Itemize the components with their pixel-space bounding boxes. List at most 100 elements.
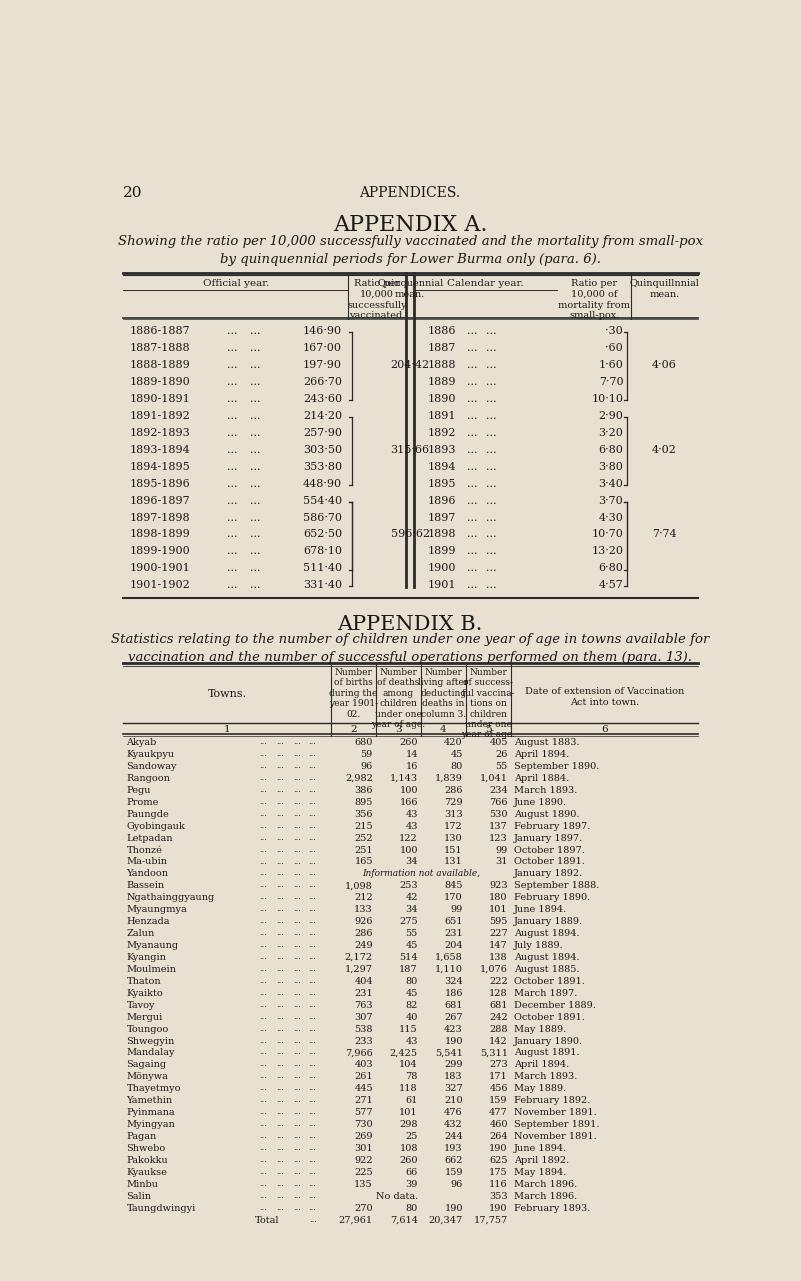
Text: ...: ...	[293, 762, 301, 770]
Text: 190: 190	[489, 1144, 508, 1153]
Text: 225: 225	[354, 1168, 373, 1177]
Text: 432: 432	[444, 1120, 463, 1129]
Text: ...: ...	[309, 1216, 317, 1223]
Text: ...: ...	[227, 343, 237, 354]
Text: 183: 183	[445, 1072, 463, 1081]
Text: 231: 231	[354, 989, 373, 998]
Text: 31: 31	[495, 857, 508, 866]
Text: ...: ...	[486, 512, 497, 523]
Text: ...: ...	[250, 564, 260, 574]
Text: 511·40: 511·40	[303, 564, 342, 574]
Text: 331·40: 331·40	[303, 580, 342, 591]
Text: ...: ...	[259, 942, 267, 949]
Text: ...: ...	[486, 496, 497, 506]
Text: 187: 187	[399, 965, 418, 974]
Text: 1898: 1898	[428, 529, 457, 539]
Text: 261: 261	[354, 1072, 373, 1081]
Text: 6·80: 6·80	[598, 564, 623, 574]
Text: 131: 131	[444, 857, 463, 866]
Text: ...: ...	[293, 977, 301, 985]
Text: 100: 100	[400, 845, 418, 854]
Text: ...: ...	[293, 751, 301, 758]
Text: 3·20: 3·20	[598, 428, 623, 438]
Text: 197·90: 197·90	[303, 360, 342, 370]
Text: 1887-1888: 1887-1888	[130, 343, 190, 354]
Text: Total: Total	[256, 1216, 280, 1225]
Text: ...: ...	[276, 929, 284, 938]
Text: 100: 100	[400, 785, 418, 796]
Text: ...: ...	[486, 395, 497, 404]
Text: ...: ...	[227, 496, 237, 506]
Text: ...: ...	[293, 1084, 301, 1093]
Text: ...: ...	[259, 774, 267, 781]
Text: 45: 45	[405, 942, 418, 951]
Text: 257·90: 257·90	[303, 428, 342, 438]
Text: ...: ...	[308, 774, 316, 781]
Text: 159: 159	[445, 1168, 463, 1177]
Text: ...: ...	[467, 360, 477, 370]
Text: ...: ...	[293, 785, 301, 794]
Text: No data.: No data.	[376, 1191, 418, 1200]
Text: ...: ...	[276, 953, 284, 961]
Text: 215: 215	[354, 821, 373, 830]
Text: October 1891.: October 1891.	[514, 977, 585, 986]
Text: Shwegyin: Shwegyin	[127, 1036, 175, 1045]
Text: January 1897.: January 1897.	[514, 834, 583, 843]
Text: Pakokku: Pakokku	[127, 1155, 168, 1164]
Text: 275: 275	[399, 917, 418, 926]
Text: Salin: Salin	[127, 1191, 151, 1200]
Text: ...: ...	[276, 762, 284, 770]
Text: Yandoon: Yandoon	[127, 870, 168, 879]
Text: ...: ...	[308, 917, 316, 925]
Text: May 1894.: May 1894.	[514, 1168, 566, 1177]
Text: APPENDICES.: APPENDICES.	[360, 186, 461, 200]
Text: April 1894.: April 1894.	[514, 751, 570, 760]
Text: ...: ...	[276, 1108, 284, 1116]
Text: ...: ...	[227, 512, 237, 523]
Text: ...: ...	[293, 798, 301, 806]
Text: 3·70: 3·70	[598, 496, 623, 506]
Text: Thonzé: Thonzé	[127, 845, 163, 854]
Text: ...: ...	[259, 834, 267, 842]
Text: ...: ...	[308, 1180, 316, 1187]
Text: ...: ...	[293, 845, 301, 853]
Text: 227: 227	[489, 929, 508, 938]
Text: 80: 80	[405, 1204, 418, 1213]
Text: ...: ...	[308, 762, 316, 770]
Text: 7·74: 7·74	[652, 529, 677, 539]
Text: 1,658: 1,658	[435, 953, 463, 962]
Text: 1898-1899: 1898-1899	[130, 529, 191, 539]
Text: 233: 233	[354, 1036, 373, 1045]
Text: February 1893.: February 1893.	[514, 1204, 590, 1213]
Text: 681: 681	[489, 1000, 508, 1009]
Text: 3·40: 3·40	[598, 479, 623, 488]
Text: June 1894.: June 1894.	[514, 1144, 567, 1153]
Text: ...: ...	[259, 977, 267, 985]
Text: 2,425: 2,425	[390, 1048, 418, 1057]
Text: ...: ...	[308, 1168, 316, 1176]
Text: November 1891.: November 1891.	[514, 1132, 597, 1141]
Text: Towns.: Towns.	[207, 689, 247, 699]
Text: 190: 190	[489, 1204, 508, 1213]
Text: 43: 43	[405, 810, 418, 819]
Text: ...: ...	[308, 965, 316, 972]
Text: 1886-1887: 1886-1887	[130, 327, 190, 336]
Text: ...: ...	[259, 1097, 267, 1104]
Text: 204: 204	[445, 942, 463, 951]
Text: ...: ...	[227, 580, 237, 591]
Text: ...: ...	[308, 821, 316, 830]
Text: Quinquillnnial
mean.: Quinquillnnial mean.	[630, 279, 699, 298]
Text: 1895: 1895	[428, 479, 457, 488]
Text: ...: ...	[250, 428, 260, 438]
Text: 26: 26	[495, 751, 508, 760]
Text: 922: 922	[354, 1155, 373, 1164]
Text: ·60: ·60	[606, 343, 623, 354]
Text: 138: 138	[489, 953, 508, 962]
Text: 122: 122	[399, 834, 418, 843]
Text: Ma-ubin: Ma-ubin	[127, 857, 167, 866]
Text: ...: ...	[259, 1120, 267, 1129]
Text: 133: 133	[354, 906, 373, 915]
Text: ...: ...	[250, 496, 260, 506]
Text: ...: ...	[259, 1108, 267, 1116]
Text: 514: 514	[399, 953, 418, 962]
